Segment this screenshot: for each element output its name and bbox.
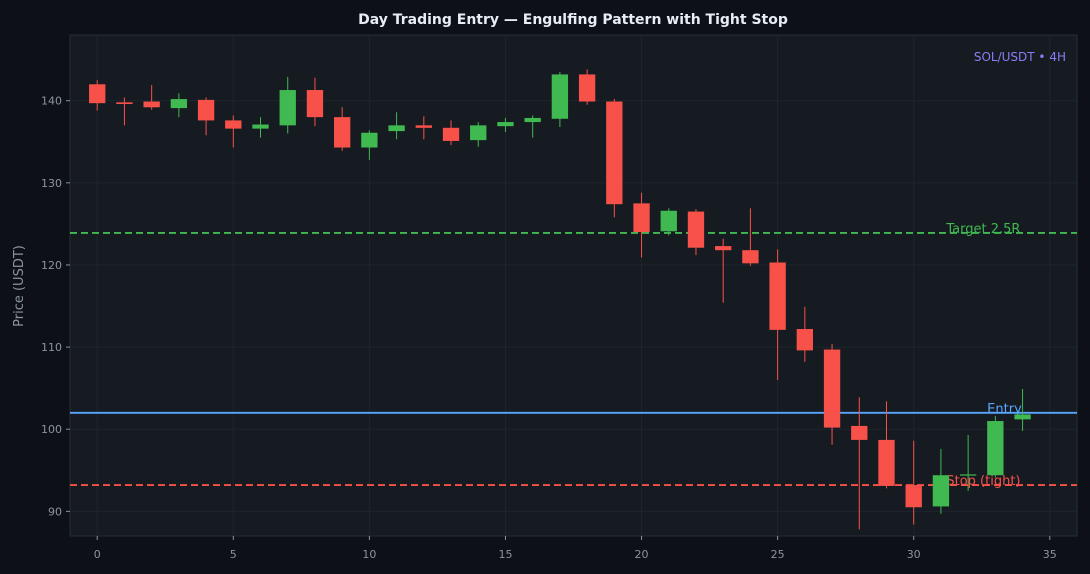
y-tick-label: 90: [48, 505, 62, 518]
candle-body: [252, 124, 269, 129]
chart-title: Day Trading Entry — Engulfing Pattern wi…: [358, 12, 788, 28]
candle-body: [197, 99, 215, 121]
candle-body: [578, 74, 596, 102]
candle-body: [170, 99, 188, 109]
candle-body: [524, 117, 541, 123]
x-tick-label: 10: [362, 548, 376, 561]
candle-body: [823, 349, 841, 428]
candle-body: [225, 120, 242, 129]
candle-body: [878, 439, 895, 486]
candle-body: [388, 125, 405, 132]
level-label: Stop (tight): [946, 474, 1020, 489]
x-tick-label: 20: [635, 548, 649, 561]
x-tick-label: 15: [498, 548, 512, 561]
candle-body: [715, 246, 732, 251]
candle-body: [851, 425, 868, 440]
candle-body: [116, 102, 133, 104]
y-axis-label: Price (USDT): [12, 245, 27, 327]
level-label: Target 2.5R: [945, 222, 1020, 237]
candle-body: [551, 74, 569, 119]
candle-body: [143, 101, 160, 108]
candle-body: [932, 475, 950, 507]
y-tick-label: 140: [41, 95, 62, 108]
candle-body: [442, 127, 460, 141]
x-tick-label: 35: [1043, 548, 1057, 561]
candle-body: [633, 203, 650, 233]
candle-body: [959, 474, 977, 476]
pair-badge: SOL/USDT • 4H: [974, 50, 1066, 64]
candle-body: [306, 90, 324, 118]
candle-body: [769, 262, 786, 330]
axis-ticks: 90 100 110 120 130 140 0 5 10 15 20 25 30 35: [41, 95, 1057, 561]
candle-body: [279, 90, 296, 126]
y-tick-label: 100: [41, 423, 62, 436]
candle-body: [1014, 414, 1031, 420]
plot-area: [69, 34, 1078, 537]
candle-body: [470, 125, 487, 141]
candle-body: [606, 101, 623, 205]
candle-body: [415, 125, 432, 128]
y-tick-label: 120: [41, 259, 62, 272]
grid: [70, 35, 1077, 536]
candle-body: [497, 122, 514, 127]
level-label: Entry: [987, 402, 1022, 417]
candle-body: [742, 250, 759, 264]
y-tick-label: 110: [41, 341, 62, 354]
x-tick-label: 5: [230, 548, 237, 561]
candle-body: [987, 421, 1004, 476]
candle-body: [361, 132, 378, 148]
x-tick-label: 30: [907, 548, 921, 561]
x-tick-label: 25: [771, 548, 785, 561]
candle-body: [89, 84, 106, 104]
candle-body: [796, 329, 814, 351]
x-tick-label: 0: [94, 548, 101, 561]
candle-body: [905, 485, 922, 508]
y-tick-label: 130: [41, 177, 62, 190]
candles: [89, 69, 1031, 530]
candle-body: [333, 117, 351, 148]
candle-body: [687, 211, 705, 248]
candle-body: [660, 210, 677, 232]
